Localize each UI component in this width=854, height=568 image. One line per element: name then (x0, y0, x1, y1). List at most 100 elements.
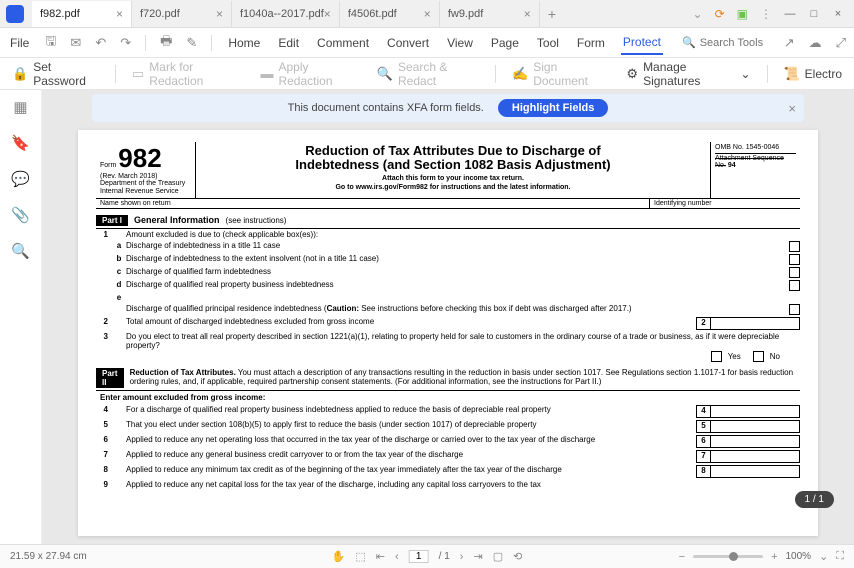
add-tab-button[interactable]: + (540, 6, 564, 22)
more-icon[interactable]: ⋮ (756, 7, 776, 21)
checkbox-1e[interactable] (789, 304, 800, 315)
highlight-fields-button[interactable]: Highlight Fields (498, 99, 609, 117)
close-icon[interactable]: × (324, 7, 331, 21)
redo-icon[interactable]: ↷ (120, 35, 131, 51)
checkbox-no[interactable] (753, 351, 764, 362)
close-icon[interactable]: × (524, 7, 531, 21)
apply-icon: ▬ (260, 66, 273, 81)
chevron-down-icon[interactable]: ⌄ (689, 7, 707, 21)
sign-document-button[interactable]: ✍ Sign Document (508, 57, 610, 91)
tab-f720[interactable]: f720.pdf × (132, 1, 232, 27)
checkbox-1c[interactable] (789, 267, 800, 278)
tab-label: f1040a--2017.pdf (240, 8, 324, 20)
select-icon[interactable]: ⬚ (355, 550, 365, 563)
rotate-icon[interactable]: ⟲ (513, 550, 522, 563)
tab-fw9[interactable]: fw9.pdf × (440, 1, 540, 27)
menu-edit[interactable]: Edit (276, 32, 301, 54)
close-icon[interactable]: × (216, 7, 223, 21)
checkbox-1d[interactable] (789, 280, 800, 291)
part-label: Part I (96, 215, 128, 226)
search-input[interactable] (700, 37, 770, 49)
field-8[interactable] (710, 465, 800, 478)
menu-tool[interactable]: Tool (535, 32, 561, 54)
zoom-thumb[interactable] (729, 552, 738, 561)
expand-icon[interactable]: ⤢ (836, 35, 846, 51)
file-menu[interactable]: File (8, 32, 31, 54)
set-password-button[interactable]: 🔒 Set Password (8, 57, 103, 91)
menu-bar: File 🖫 ✉ ↶ ↷ 🖶 ✎ Home Edit Comment Conve… (0, 28, 854, 58)
tab-label: f720.pdf (140, 8, 180, 20)
menu-convert[interactable]: Convert (385, 32, 431, 54)
zoom-out-icon[interactable]: − (679, 551, 685, 563)
enter-amount-label: Enter amount excluded from gross income: (96, 391, 800, 404)
comment-icon[interactable]: 💬 (11, 170, 30, 188)
menu-home[interactable]: Home (226, 32, 262, 54)
zoom-slider[interactable] (693, 555, 763, 558)
tab-f982[interactable]: f982.pdf × (32, 1, 132, 27)
electronic-button[interactable]: 📜 Electro (779, 63, 846, 85)
seq-num: 94 (728, 162, 736, 169)
mail-icon[interactable]: ✉ (70, 35, 81, 51)
app-icon[interactable] (6, 5, 24, 23)
close-icon[interactable]: × (424, 7, 431, 21)
field-2[interactable] (710, 317, 800, 330)
menu-page[interactable]: Page (489, 32, 521, 54)
zoom-in-icon[interactable]: + (771, 551, 777, 563)
close-button[interactable]: × (828, 4, 848, 24)
close-icon[interactable]: × (116, 7, 123, 21)
field-7[interactable] (710, 450, 800, 463)
menu-comment[interactable]: Comment (315, 32, 371, 54)
print-icon[interactable]: 🖶 (160, 32, 172, 54)
bookmark-icon[interactable]: 🔖 (11, 134, 30, 152)
line-8: Applied to reduce any minimum tax credit… (126, 465, 696, 478)
last-page-icon[interactable]: ⇥ (473, 550, 482, 563)
form-word: Form (100, 162, 116, 169)
line-1c: Discharge of qualified farm indebtedness (126, 267, 785, 278)
menu-view[interactable]: View (445, 32, 475, 54)
cube-icon[interactable]: ▣ (733, 7, 752, 21)
checkbox-1b[interactable] (789, 254, 800, 265)
maximize-button[interactable]: □ (804, 4, 824, 24)
close-icon[interactable]: × (788, 101, 796, 116)
minimize-button[interactable]: — (780, 4, 800, 24)
field-4[interactable] (710, 405, 800, 418)
brush-icon[interactable]: ✎ (186, 35, 197, 51)
attachment-icon[interactable]: 📎 (11, 206, 30, 224)
prev-page-icon[interactable]: ‹ (395, 551, 399, 563)
hand-icon[interactable]: ✋ (332, 550, 346, 563)
save-icon[interactable]: 🖫 (45, 32, 56, 54)
search-tools[interactable]: 🔍 (682, 36, 770, 49)
page-input[interactable] (409, 550, 429, 563)
first-page-icon[interactable]: ⇤ (376, 550, 385, 563)
button-label: Search & Redact (398, 60, 479, 88)
search-redact-button[interactable]: 🔍 Search & Redact (373, 57, 483, 91)
undo-icon[interactable]: ↶ (95, 35, 106, 51)
cloud-icon[interactable]: ☁ (809, 35, 822, 51)
menu-form[interactable]: Form (575, 32, 607, 54)
document-viewport[interactable]: This document contains XFA form fields. … (42, 90, 854, 544)
search-icon[interactable]: 🔍 (11, 242, 30, 260)
line-4: For a discharge of qualified real proper… (126, 405, 696, 418)
form-rev: (Rev. March 2018) (100, 173, 157, 180)
fullscreen-icon[interactable]: ⛶ (836, 550, 844, 563)
part-note: (see instructions) (226, 216, 287, 225)
share-icon[interactable]: ↗ (784, 35, 795, 51)
checkbox-1a[interactable] (789, 241, 800, 252)
apply-redaction-button[interactable]: ▬ Apply Redaction (256, 57, 360, 91)
next-page-icon[interactable]: › (460, 551, 464, 563)
tab-f4506t[interactable]: f4506t.pdf × (340, 1, 440, 27)
refresh-icon[interactable]: ⟳ (711, 7, 729, 21)
line-1e (126, 293, 800, 302)
manage-signatures-button[interactable]: ⚙ Manage Signatures ⌄ (622, 57, 754, 91)
field-6[interactable] (710, 435, 800, 448)
mark-redaction-button[interactable]: ▭ Mark for Redaction (128, 57, 244, 91)
menu-protect[interactable]: Protect (621, 31, 663, 55)
tab-f1040a[interactable]: f1040a--2017.pdf × (232, 1, 340, 27)
zoom-dropdown-icon[interactable]: ⌄ (819, 550, 828, 563)
fit-icon[interactable]: ▢ (493, 550, 503, 563)
thumbnails-icon[interactable]: ▦ (13, 98, 27, 116)
checkbox-yes[interactable] (711, 351, 722, 362)
sign-icon: ✍ (512, 66, 528, 82)
button-label: Electro (805, 67, 842, 81)
field-5[interactable] (710, 420, 800, 433)
